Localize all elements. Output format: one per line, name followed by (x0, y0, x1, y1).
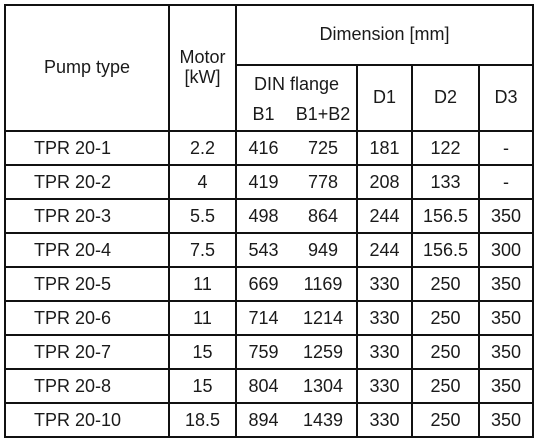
cell-motor: 11 (168, 266, 237, 302)
cell-b1b2: 725 (290, 130, 358, 166)
cell-b1: 714 (235, 300, 290, 336)
table-row: TPR 20-8 15 804 1304 330 250 350 (4, 368, 534, 404)
cell-b1b2: 1169 (290, 266, 358, 302)
cell-b1: 543 (235, 232, 290, 268)
cell-d2: 250 (411, 334, 480, 370)
cell-b1b2: 949 (290, 232, 358, 268)
header-d1: D1 (356, 64, 413, 132)
cell-b1: 669 (235, 266, 290, 302)
cell-pump: TPR 20-6 (4, 300, 170, 336)
table-row: TPR 20-7 15 759 1259 330 250 350 (4, 334, 534, 370)
cell-pump: TPR 20-5 (4, 266, 170, 302)
table-row: TPR 20-2 4 419 778 208 133- (4, 164, 534, 200)
header-d3: D3 (478, 64, 534, 132)
cell-b1: 416 (235, 130, 290, 166)
cell-d3: 350 (478, 334, 534, 370)
cell-d1: 181 (356, 130, 413, 166)
cell-d2: 122 (411, 130, 480, 166)
header-motor-label: Motor (179, 47, 226, 68)
cell-d3: 350 (478, 266, 534, 302)
header-motor-unit: [kW] (184, 67, 221, 87)
table-row: TPR 20-3 5.5 498 864 244 156.5 350 (4, 198, 534, 234)
cell-b1b2: 1259 (290, 334, 358, 370)
table-row: TPR 20-4 7.5 543 949 244 156.5 300 (4, 232, 534, 268)
cell-motor: 5.5 (168, 198, 237, 234)
cell-d3: 300 (478, 232, 534, 268)
table-row: TPR 20-6 11 714 1214 330 250 350 (4, 300, 534, 336)
cell-d1: 330 (356, 368, 413, 404)
header-b1: B1 (235, 99, 290, 132)
header-d2: D2 (411, 64, 480, 132)
cell-d3: 350 (478, 402, 534, 438)
cell-b1: 498 (235, 198, 290, 234)
cell-pump: TPR 20-4 (4, 232, 170, 268)
cell-d2: 133 (411, 164, 480, 200)
cell-pump: TPR 20-3 (4, 198, 170, 234)
cell-d3: 350 (478, 368, 534, 404)
cell-d1: 330 (356, 266, 413, 302)
cell-motor: 2.2 (168, 130, 237, 166)
table-row: TPR 20-10 18.5 894 1439 330 250 350 (4, 402, 534, 438)
header-dimension: Dimension [mm] (235, 4, 534, 66)
header-motor: Motor [kW] (168, 4, 237, 132)
header-pump-type: Pump type (4, 4, 170, 132)
cell-motor: 15 (168, 368, 237, 404)
cell-d1: 244 (356, 198, 413, 234)
cell-pump: TPR 20-2 (4, 164, 170, 200)
cell-b1: 419 (235, 164, 290, 200)
cell-motor: 4 (168, 164, 237, 200)
cell-b1: 894 (235, 402, 290, 438)
table-row: TPR 20-5 11 669 1169 330 250 350 (4, 266, 534, 302)
table-body: TPR 20-1 2.2 416 725 181 122- TPR 20-2 4 419 778 2… (4, 130, 534, 438)
cell-d1: 330 (356, 402, 413, 438)
cell-motor: 18.5 (168, 402, 237, 438)
cell-motor: 7.5 (168, 232, 237, 268)
cell-d1: 244 (356, 232, 413, 268)
header-b1b2: B1+B2 (290, 99, 358, 132)
cell-d1: 330 (356, 300, 413, 336)
cell-pump: TPR 20-8 (4, 368, 170, 404)
cell-b1b2: 1304 (290, 368, 358, 404)
cell-d2: 250 (411, 368, 480, 404)
cell-d3: 350 (478, 300, 534, 336)
cell-d3: 350 (478, 198, 534, 234)
cell-d2: 250 (411, 266, 480, 302)
header-din-flange: DIN flange (235, 64, 358, 99)
cell-motor: 11 (168, 300, 237, 336)
cell-d2: 250 (411, 402, 480, 438)
cell-b1b2: 1439 (290, 402, 358, 438)
cell-pump: TPR 20-1 (4, 130, 170, 166)
cell-b1: 759 (235, 334, 290, 370)
cell-d2: 156.5 (411, 198, 480, 234)
cell-b1b2: 778 (290, 164, 358, 200)
cell-b1: 804 (235, 368, 290, 404)
cell-d2: 250 (411, 300, 480, 336)
cell-d3: - (478, 130, 534, 166)
cell-pump: TPR 20-7 (4, 334, 170, 370)
cell-b1b2: 864 (290, 198, 358, 234)
cell-motor: 15 (168, 334, 237, 370)
cell-d1: 208 (356, 164, 413, 200)
cell-d3: - (478, 164, 534, 200)
pump-dimensions-table: Pump type Motor [kW] Dimension [mm] DIN … (4, 4, 534, 438)
table-row: TPR 20-1 2.2 416 725 181 122- (4, 130, 534, 166)
cell-d2: 156.5 (411, 232, 480, 268)
cell-d1: 330 (356, 334, 413, 370)
cell-pump: TPR 20-10 (4, 402, 170, 438)
cell-b1b2: 1214 (290, 300, 358, 336)
